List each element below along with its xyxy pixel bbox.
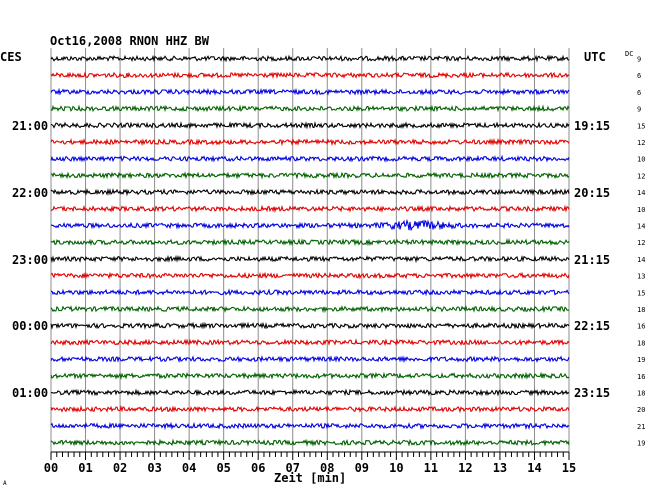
x-tick-label: 02 [113, 461, 127, 475]
seismic-trace [50, 404, 570, 414]
dc-value: 14 [637, 256, 645, 264]
dc-value: 13 [637, 273, 645, 281]
right-time-label: 20:15 [574, 186, 610, 200]
seismic-trace [50, 271, 570, 280]
left-time-label: 22:00 [12, 186, 48, 200]
dc-value: 6 [637, 72, 641, 80]
seismic-trace [50, 288, 570, 297]
seismic-trace [50, 104, 570, 113]
dc-value: 15 [637, 289, 645, 297]
dc-value: 6 [637, 89, 641, 97]
dc-value: 19 [637, 440, 645, 448]
x-tick-label: 05 [216, 461, 230, 475]
dc-value: 18 [637, 339, 645, 347]
trace-group [50, 54, 570, 447]
x-tick-label: 11 [424, 461, 438, 475]
seismic-trace [50, 237, 570, 247]
seismic-trace [50, 254, 570, 264]
x-tick-label: 01 [78, 461, 92, 475]
dc-value-column: 9 6 6 9 15 12 10 12 14 10 14 12 14 13 15 18 16 18 19 16 18 20… [637, 56, 645, 448]
seismic-trace [50, 137, 570, 147]
seismic-trace [50, 54, 570, 63]
dc-column-header: DC [625, 50, 633, 58]
dc-value: 16 [637, 323, 645, 331]
left-time-label: 23:00 [12, 253, 48, 267]
dc-value: 10 [637, 206, 645, 214]
seismic-trace [50, 87, 570, 97]
left-time-label: 00:00 [12, 319, 48, 333]
dc-value: 12 [637, 239, 645, 247]
dc-value: 21 [637, 423, 645, 431]
x-tick-label: 06 [251, 461, 265, 475]
x-tick-label: 09 [355, 461, 369, 475]
minute-grid [50, 48, 570, 452]
dc-value: 18 [637, 306, 645, 314]
right-time-label: 19:15 [574, 119, 610, 133]
seismic-trace [50, 218, 570, 231]
dc-value: 9 [637, 56, 641, 64]
plot-title: Oct16,2008 RNON HHZ BW [50, 34, 210, 48]
x-tick-label: 03 [147, 461, 161, 475]
seismic-trace [50, 421, 570, 431]
seismic-trace [50, 171, 570, 180]
seismic-trace [50, 371, 570, 381]
x-tick-label: 13 [493, 461, 507, 475]
x-tick-label: 14 [527, 461, 541, 475]
seismic-trace [50, 204, 570, 214]
dc-value: 14 [637, 189, 645, 197]
seismic-trace [50, 304, 570, 314]
corner-mark: A [3, 480, 7, 487]
dc-value: 10 [637, 156, 645, 164]
seismic-trace [50, 321, 570, 330]
seismic-trace [50, 338, 570, 347]
x-axis-title: Zeit [min] [274, 471, 346, 485]
dc-value: 12 [637, 139, 645, 147]
x-tick-label: 08 [320, 461, 334, 475]
dc-value: 12 [637, 172, 645, 180]
dc-value: 16 [637, 373, 645, 381]
left-time-label: 21:00 [12, 119, 48, 133]
x-tick-label: 12 [458, 461, 472, 475]
dc-value: 20 [637, 406, 645, 414]
left-time-label: 01:00 [12, 386, 48, 400]
dc-value: 18 [637, 390, 645, 398]
right-time-label: 23:15 [574, 386, 610, 400]
right-time-label: 21:15 [574, 253, 610, 267]
x-tick-label: 04 [182, 461, 196, 475]
seismic-trace [50, 388, 570, 397]
left-timezone-label: CES [0, 50, 22, 64]
dc-value: 9 [637, 106, 641, 114]
dc-value: 14 [637, 223, 645, 231]
seismic-trace [50, 154, 570, 163]
seismic-trace [50, 438, 570, 447]
x-tick-label: 15 [562, 461, 576, 475]
dc-value: 19 [637, 356, 645, 364]
seismic-trace [50, 120, 570, 130]
x-axis: 00 01 02 03 04 05 06 07 08 09 10 11 12 13 14 15 [44, 451, 576, 475]
dc-value: 15 [637, 122, 645, 130]
seismic-trace [50, 355, 570, 364]
x-tick-label: 07 [286, 461, 300, 475]
seismic-trace [50, 71, 570, 80]
right-timezone-label: UTC [584, 50, 606, 64]
right-time-label: 22:15 [574, 319, 610, 333]
x-tick-label: 00 [44, 461, 58, 475]
seismic-trace [50, 187, 570, 197]
x-tick-label: 10 [389, 461, 403, 475]
